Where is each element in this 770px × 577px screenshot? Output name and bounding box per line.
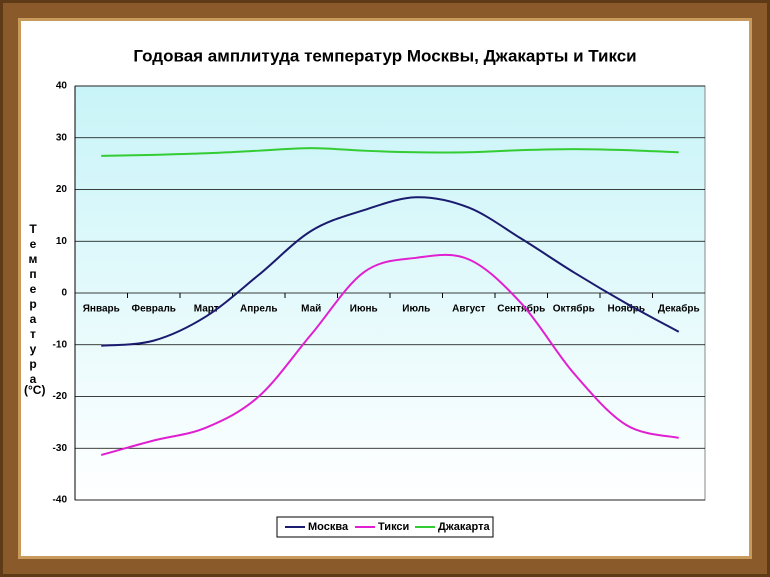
legend-label: Тикси [378, 521, 409, 533]
x-tick-label: Август [452, 304, 485, 315]
x-tick-label: Апрель [240, 304, 277, 315]
series-line [100, 253, 679, 456]
legend-box [276, 516, 494, 538]
x-tick-label: Январь [83, 304, 120, 315]
y-axis-label: Температура [26, 222, 40, 387]
x-tick-label: Май [301, 304, 321, 315]
y-tick-label: -40 [53, 495, 68, 506]
y-tick-label: 10 [56, 236, 68, 247]
x-tick-label: Июнь [350, 304, 378, 315]
y-tick-label: -10 [53, 339, 68, 350]
series-line [101, 147, 679, 157]
y-tick-label: 40 [56, 81, 68, 92]
x-tick-label: Декабрь [658, 303, 700, 315]
legend-label: Джакарта [438, 521, 490, 533]
x-tick-label: Март [194, 304, 219, 315]
y-tick-label: -30 [53, 443, 68, 454]
y-tick-label: 30 [56, 132, 68, 143]
y-axis-unit: (°C) [24, 383, 46, 397]
y-tick-label: 0 [61, 288, 67, 299]
x-tick-label: Февраль [132, 304, 176, 315]
x-tick-label: Октябрь [553, 303, 595, 315]
series-line [101, 196, 680, 347]
y-tick-label: 20 [56, 184, 68, 195]
x-tick-label: Июль [402, 304, 430, 315]
chart-title: Годовая амплитуда температур Москвы, Джа… [133, 46, 636, 65]
x-tick-label: Сентябрь [497, 303, 545, 315]
y-tick-label: -20 [53, 391, 68, 402]
legend-label: Москва [308, 521, 349, 533]
x-tick-label: Ноябрь [608, 303, 645, 315]
